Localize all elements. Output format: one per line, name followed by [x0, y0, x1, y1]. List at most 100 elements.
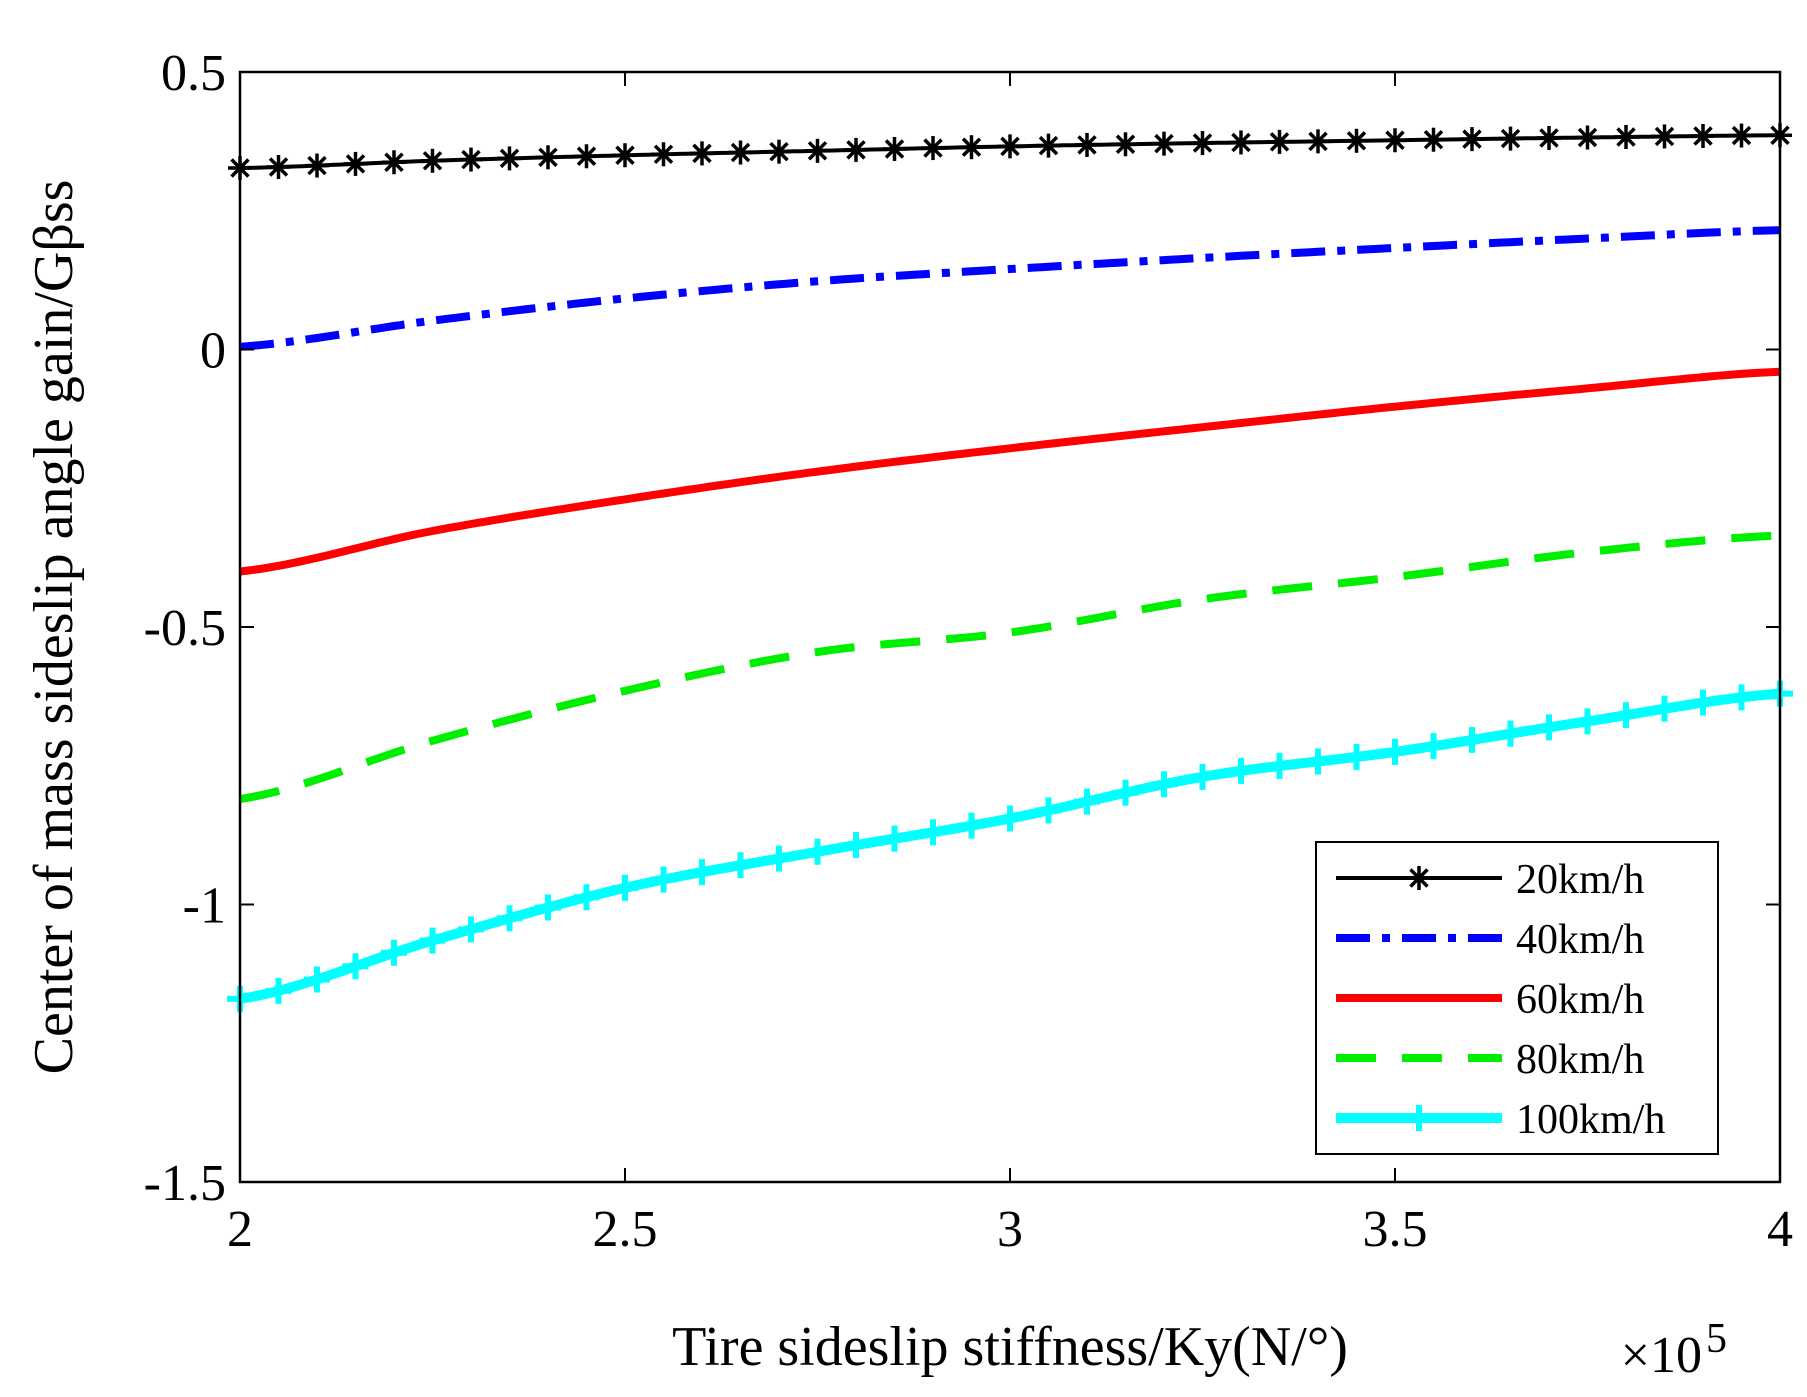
y-axis-label: Center of mass sideslip angle gain/Gβss	[23, 180, 85, 1075]
series-marker-20km/h	[1614, 124, 1638, 149]
y-tick-label: 0	[200, 323, 226, 380]
series-marker-20km/h	[1691, 123, 1715, 148]
legend-entry: 100km/h	[1336, 1097, 1665, 1143]
series-marker-100km/h	[1420, 733, 1447, 760]
series-marker-20km/h	[420, 148, 445, 173]
x-tick-label: 2.5	[593, 1201, 658, 1258]
series-marker-20km/h	[998, 134, 1022, 159]
tick-layer: 2 2.5 3 3.5 4 -1.5 -1 -0.5 0 0.5	[144, 45, 1793, 1258]
series-marker-20km/h	[1652, 124, 1677, 149]
legend-label: 80km/h	[1516, 1037, 1644, 1083]
series-marker-100km/h	[1497, 720, 1524, 747]
series-marker-20km/h	[1036, 133, 1061, 158]
series-marker-20km/h	[1575, 125, 1600, 150]
x-tick-label: 2	[227, 1201, 253, 1258]
series-marker-100km/h	[1613, 702, 1639, 729]
series-marker-100km/h	[1151, 771, 1177, 798]
series-marker-100km/h	[1305, 748, 1331, 775]
series-marker-100km/h	[1189, 763, 1216, 790]
series-marker-20km/h	[1075, 132, 1099, 157]
legend-entry: 80km/h	[1336, 1037, 1644, 1083]
series-marker-20km/h	[690, 141, 714, 166]
series-line-80km/h	[239, 531, 1781, 804]
series-marker-100km/h	[1459, 726, 1485, 753]
series-marker-20km/h	[805, 138, 830, 163]
x-multiplier: ×10	[1621, 1327, 1702, 1384]
series-marker-20km/h	[1306, 129, 1330, 154]
x-multiplier-exponent: 5	[1706, 1316, 1727, 1362]
series-marker-100km/h	[1728, 684, 1755, 711]
legend-marker	[1406, 1105, 1432, 1131]
series-marker-100km/h	[1266, 752, 1293, 779]
series-marker-100km/h	[304, 966, 330, 993]
series-marker-100km/h	[1343, 743, 1370, 770]
series-marker-20km/h	[1498, 126, 1523, 151]
series-marker-20km/h	[305, 153, 329, 178]
series-marker-20km/h	[728, 140, 753, 165]
series-marker-100km/h	[804, 838, 831, 865]
series-marker-20km/h	[459, 147, 483, 172]
series-marker-20km/h	[1267, 129, 1292, 154]
series-marker-100km/h	[1228, 757, 1254, 784]
series-marker-20km/h	[921, 136, 945, 161]
series-marker-20km/h	[536, 145, 560, 170]
legend-entry: 40km/h	[1336, 917, 1644, 963]
series-marker-20km/h	[1460, 127, 1484, 152]
legend-label: 100km/h	[1516, 1097, 1665, 1143]
y-tick-label: -1	[183, 878, 226, 935]
x-axis-label: Tire sideslip stiffness/Ky(N/°)	[672, 1316, 1348, 1378]
series-line-60km/h	[239, 367, 1781, 576]
series-marker-20km/h	[1729, 123, 1754, 148]
series-marker-20km/h	[1113, 132, 1138, 157]
series-marker-100km/h	[612, 874, 638, 901]
series-marker-100km/h	[1382, 738, 1408, 765]
series-marker-20km/h	[1421, 127, 1446, 152]
y-tick-label: -1.5	[144, 1155, 226, 1212]
x-tick-label: 3.5	[1363, 1201, 1428, 1258]
series-marker-100km/h	[573, 884, 600, 911]
series-layer	[227, 123, 1793, 1012]
series-marker-20km/h	[651, 142, 676, 167]
series-marker-100km/h	[1651, 695, 1678, 722]
legend-label: 40km/h	[1516, 917, 1644, 963]
x-tick-label: 3	[997, 1201, 1023, 1258]
series-marker-20km/h	[574, 144, 599, 169]
series-marker-100km/h	[496, 905, 523, 932]
series-marker-100km/h	[1690, 689, 1716, 716]
series-marker-100km/h	[535, 894, 561, 921]
legend-entry: 20km/h	[1336, 857, 1644, 903]
series-marker-100km/h	[920, 819, 946, 846]
series-marker-20km/h	[959, 135, 984, 160]
series-marker-100km/h	[1112, 779, 1139, 806]
series-marker-20km/h	[1383, 128, 1407, 153]
series-marker-100km/h	[265, 977, 292, 1004]
series-marker-20km/h	[1190, 131, 1215, 156]
series-marker-20km/h	[844, 137, 868, 162]
legend-entries: 20km/h 40km/h 60km/h 80km/h 100km/h	[1336, 857, 1665, 1143]
series-marker-100km/h	[881, 825, 908, 852]
series-marker-100km/h	[419, 927, 446, 954]
series-marker-20km/h	[1229, 130, 1253, 155]
series-marker-20km/h	[882, 136, 907, 161]
legend: 20km/h 40km/h 60km/h 80km/h 100km/h	[1315, 841, 1719, 1155]
series-marker-20km/h	[266, 155, 291, 180]
x-tick-label: 4	[1767, 1201, 1793, 1258]
series-marker-100km/h	[381, 939, 407, 966]
series-marker-100km/h	[727, 852, 754, 879]
series-marker-100km/h	[1035, 797, 1062, 824]
series-marker-100km/h	[958, 812, 985, 839]
series-marker-100km/h	[843, 832, 869, 859]
series-marker-100km/h	[458, 916, 484, 943]
series-marker-100km/h	[766, 845, 792, 872]
series-marker-20km/h	[767, 139, 791, 164]
series-marker-100km/h	[1536, 714, 1562, 741]
series-marker-100km/h	[342, 953, 369, 980]
y-tick-label: 0.5	[161, 45, 226, 102]
series-marker-20km/h	[343, 151, 368, 176]
series-marker-20km/h	[1152, 131, 1176, 156]
series-marker-100km/h	[997, 805, 1023, 832]
series-marker-100km/h	[1574, 708, 1601, 735]
series-marker-20km/h	[1344, 128, 1369, 153]
series-marker-20km/h	[382, 150, 406, 175]
